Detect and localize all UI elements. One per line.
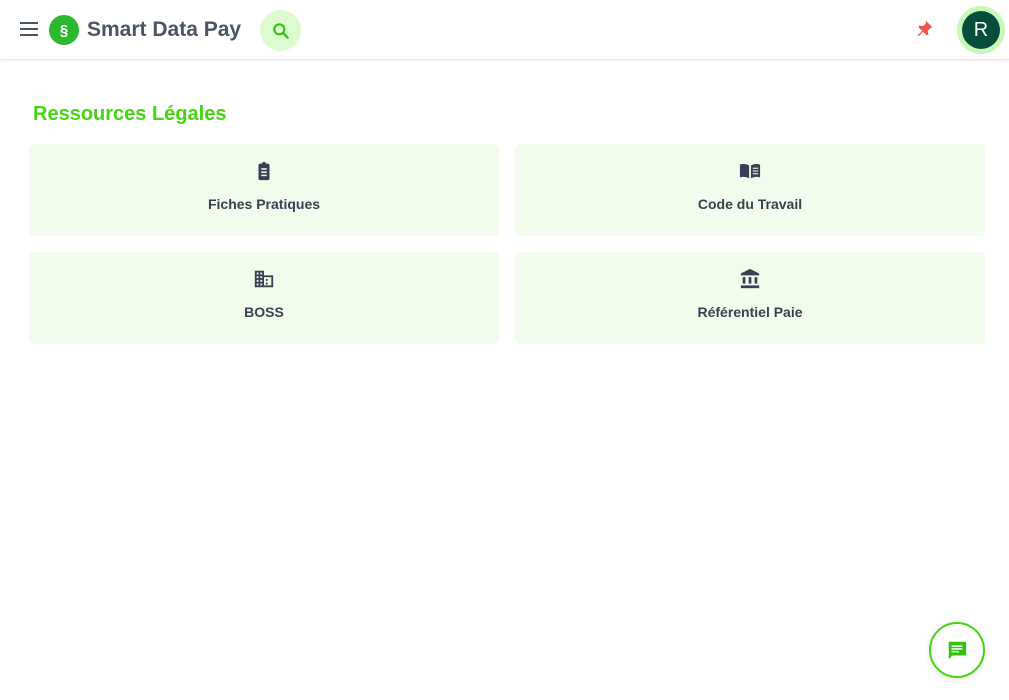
building-icon — [254, 270, 274, 288]
avatar-initial: R — [962, 11, 1000, 49]
card-code-du-travail[interactable]: Code du Travail — [515, 144, 985, 236]
app-title: Smart Data Pay — [87, 18, 242, 41]
card-label: Fiches Pratiques — [207, 196, 321, 212]
chat-icon — [948, 641, 967, 660]
search-button[interactable] — [260, 10, 301, 51]
chat-button[interactable] — [929, 622, 985, 678]
card-label: Référentiel Paie — [697, 304, 803, 320]
user-avatar[interactable]: R — [957, 6, 1005, 54]
app-logo: § — [49, 15, 79, 45]
top-bar: § Smart Data Pay R — [0, 0, 1009, 60]
clipboard-icon — [258, 161, 270, 181]
logo-glyph: § — [59, 21, 69, 39]
card-referentiel-paie[interactable]: Référentiel Paie — [515, 252, 985, 344]
card-label: Code du Travail — [697, 196, 803, 212]
pin-icon — [917, 20, 933, 37]
menu-icon[interactable] — [20, 22, 38, 36]
card-fiches-pratiques[interactable]: Fiches Pratiques — [29, 144, 499, 236]
section-title: Ressources Légales — [33, 103, 227, 125]
card-label: BOSS — [244, 304, 284, 320]
bank-icon — [740, 268, 760, 289]
book-icon — [739, 163, 761, 179]
card-boss[interactable]: BOSS — [29, 252, 499, 344]
search-icon — [272, 22, 289, 39]
pin-button[interactable] — [913, 18, 935, 45]
